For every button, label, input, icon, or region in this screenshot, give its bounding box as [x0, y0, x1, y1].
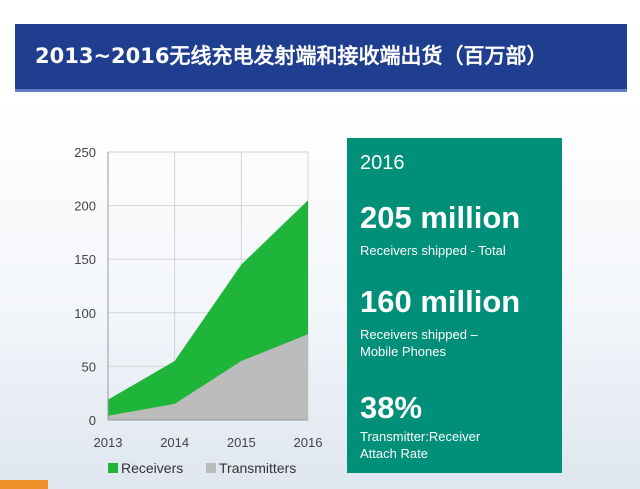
chart-axes: 0 50 100 150 200 250 2013 2014 2015 2016: [74, 145, 322, 450]
chart-areas: [108, 200, 308, 420]
panel-year: 2016: [360, 152, 405, 174]
stat-attach-rate-label-1: Transmitter:Receiver: [360, 429, 481, 444]
y-tick-label: 250: [74, 145, 96, 160]
legend-swatch-transmitters: [206, 463, 216, 473]
area-transmitters: [108, 334, 308, 420]
page-title: 2013~2016无线充电发射端和接收端出货（百万部）: [35, 44, 548, 68]
legend-label-receivers: Receivers: [121, 460, 183, 476]
corner-accent: [0, 480, 48, 489]
stat-receivers-total-label: Receivers shipped - Total: [360, 243, 506, 258]
x-tick-label: 2014: [160, 435, 189, 450]
stat-attach-rate-value: 38%: [360, 390, 423, 425]
title-bar: 2013~2016无线充电发射端和接收端出货（百万部）: [15, 24, 627, 92]
y-tick-label: 50: [82, 359, 96, 374]
stat-mobile-phones-value: 160 million: [360, 284, 521, 319]
legend-label-transmitters: Transmitters: [219, 460, 296, 476]
chart-legend: Receivers Transmitters: [108, 460, 296, 476]
x-tick-label: 2016: [294, 435, 323, 450]
y-tick-label: 0: [89, 413, 96, 428]
y-tick-label: 200: [74, 199, 96, 214]
y-tick-label: 100: [74, 306, 96, 321]
x-tick-label: 2013: [94, 435, 123, 450]
stat-receivers-total-value: 205 million: [360, 200, 521, 235]
x-tick-label: 2015: [227, 435, 256, 450]
stat-mobile-phones-label-2: Mobile Phones: [360, 344, 446, 359]
legend-swatch-receivers: [108, 463, 118, 473]
stats-panel: 2016 205 million Receivers shipped - Tot…: [347, 138, 562, 473]
y-tick-label: 150: [74, 252, 96, 267]
stat-mobile-phones-label-1: Receivers shipped –: [360, 327, 478, 342]
stat-attach-rate-label-2: Attach Rate: [360, 446, 428, 461]
